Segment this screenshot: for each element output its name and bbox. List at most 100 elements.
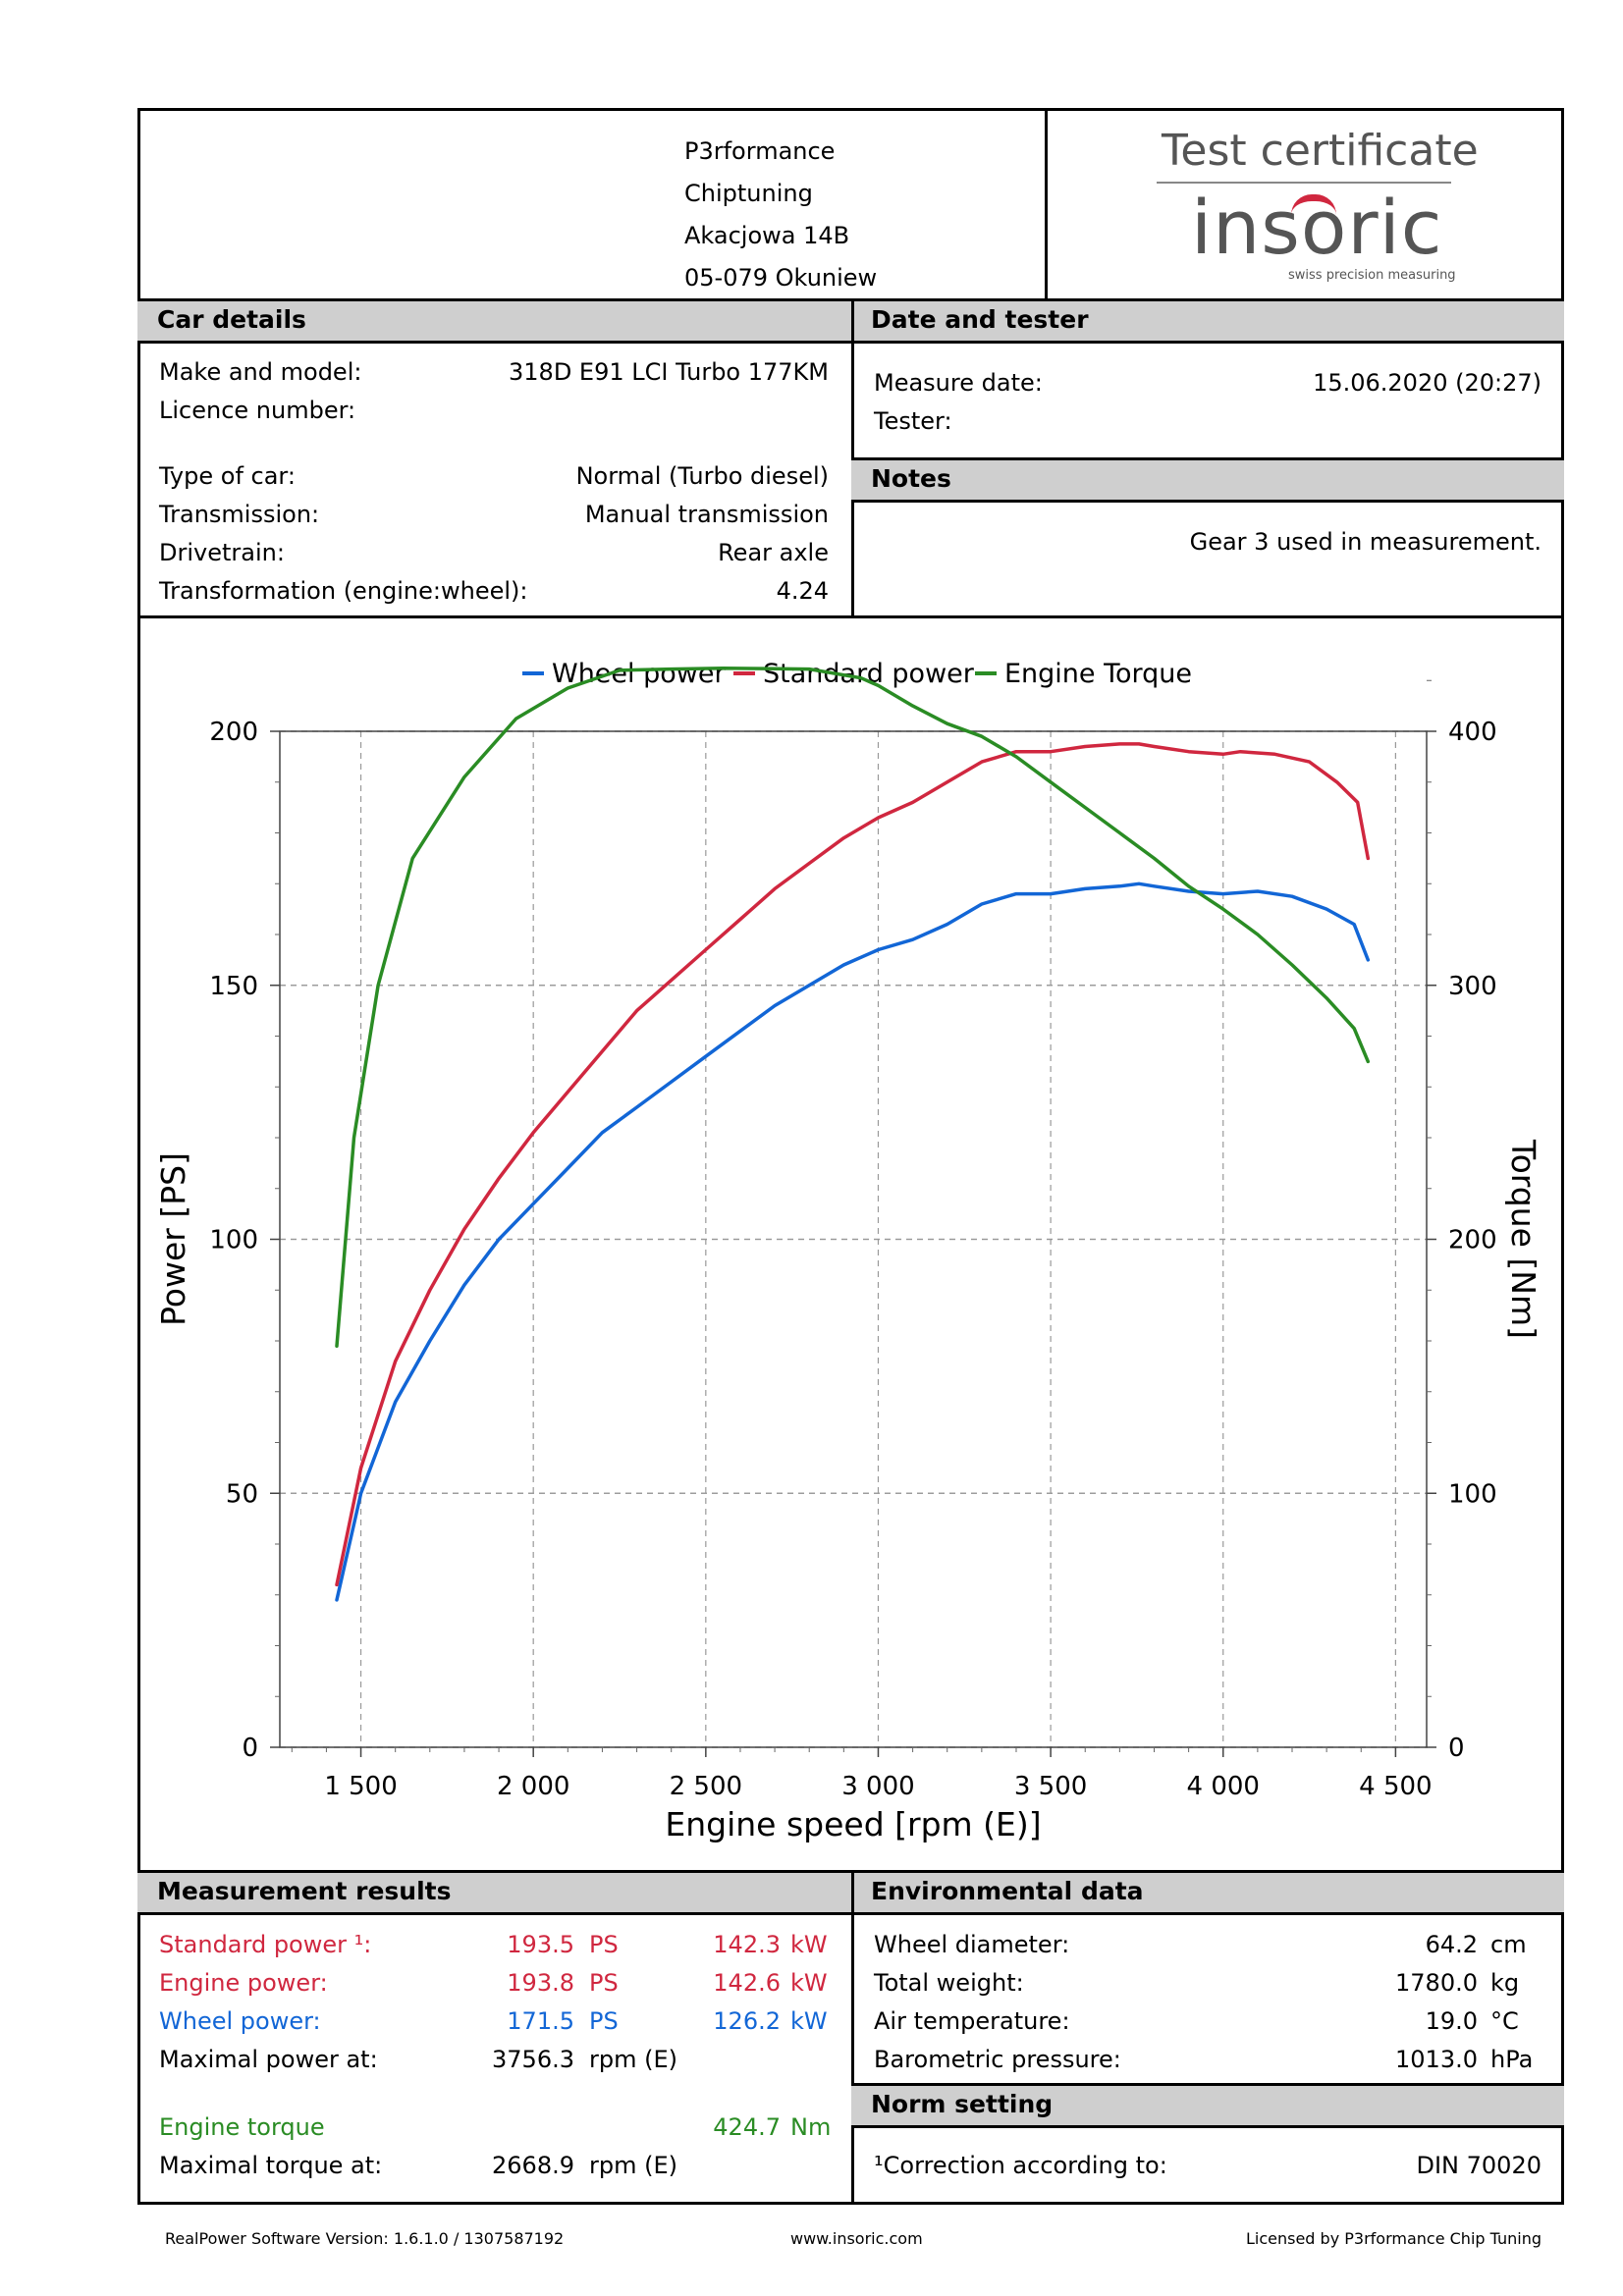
wheel-power-ps-unit: PS bbox=[589, 2007, 619, 2035]
y-tick-label: 150 bbox=[209, 972, 258, 1001]
standard-power-kw: 142.3 bbox=[713, 1931, 781, 1958]
car-detail-value-type: Normal (Turbo diesel) bbox=[575, 462, 829, 490]
series-line-engine-torque bbox=[335, 667, 1371, 1348]
env-value-air-temperature: 19.0 bbox=[1425, 2007, 1478, 2035]
env-unit-wheel-diameter: cm bbox=[1490, 1931, 1527, 1958]
footer-software: RealPower Software Version: 1.6.1.0 / 13… bbox=[165, 2229, 565, 2248]
insoric-logo: insoric bbox=[1191, 188, 1443, 267]
engine-torque-unit: Nm bbox=[790, 2113, 832, 2141]
env-unit-air-temperature: °C bbox=[1490, 2007, 1519, 2035]
car-details-header: Car details bbox=[137, 298, 854, 344]
company-name: P3rformance bbox=[684, 137, 836, 165]
date-tester-header: Date and tester bbox=[851, 298, 1564, 344]
series-line-wheel-power bbox=[335, 881, 1371, 1602]
chart-series bbox=[335, 667, 1371, 1602]
norm-header: Norm setting bbox=[851, 2083, 1564, 2128]
env-label-wheel-diameter: Wheel diameter: bbox=[874, 1931, 1070, 1958]
max-torque-rpm: 2668.9 bbox=[492, 2152, 574, 2179]
standard-power-ps: 193.5 bbox=[507, 1931, 574, 1958]
car-detail-value-drivetrain: Rear axle bbox=[718, 539, 829, 566]
y2-tick-label: 400 bbox=[1448, 718, 1497, 747]
footer-website[interactable]: www.insoric.com bbox=[790, 2229, 923, 2248]
car-detail-value-ratio: 4.24 bbox=[776, 577, 829, 605]
max-power-label: Maximal power at: bbox=[159, 2046, 378, 2073]
logo-accent-icon bbox=[1291, 194, 1336, 215]
x-tick-label: 2 000 bbox=[497, 1772, 569, 1801]
engine-torque-label: Engine torque bbox=[159, 2113, 325, 2141]
standard-power-label: Standard power ¹: bbox=[159, 1931, 372, 1958]
company-address: P3rformance Chiptuning Akacjowa 14B 05-0… bbox=[684, 131, 877, 299]
car-detail-label-licence: Licence number: bbox=[159, 397, 356, 424]
notes-text: Gear 3 used in measurement. bbox=[1189, 528, 1542, 556]
x-tick-label: 4 500 bbox=[1359, 1772, 1432, 1801]
max-torque-rpm-unit: rpm (E) bbox=[589, 2152, 677, 2179]
results-divider bbox=[851, 1870, 854, 2205]
y-tick-label: 200 bbox=[209, 718, 258, 747]
power-torque-chart: Wheel power Standard power Engine Torque 1… bbox=[154, 659, 1542, 1843]
tester-label: Tester: bbox=[874, 407, 952, 435]
y-tick-label: 100 bbox=[209, 1226, 258, 1255]
x-tick-label: 4 000 bbox=[1187, 1772, 1260, 1801]
legend-entry: Engine Torque bbox=[1004, 659, 1192, 689]
y2-tick-label: 200 bbox=[1448, 1226, 1497, 1255]
y-tick-label: 50 bbox=[226, 1479, 258, 1509]
engine-power-kw-unit: kW bbox=[790, 1969, 828, 1997]
env-label-air-temperature: Air temperature: bbox=[874, 2007, 1070, 2035]
measurement-header: Measurement results bbox=[137, 1870, 854, 1915]
header-divider bbox=[1045, 108, 1048, 299]
env-value-wheel-diameter: 64.2 bbox=[1425, 1931, 1478, 1958]
car-detail-label-make: Make and model: bbox=[159, 358, 362, 386]
measure-date-label: Measure date: bbox=[874, 369, 1043, 397]
car-detail-value-make: 318D E91 LCI Turbo 177KM bbox=[509, 358, 829, 386]
x-tick-label: 2 500 bbox=[670, 1772, 742, 1801]
series-line-standard-power bbox=[335, 742, 1371, 1587]
company-line2: Chiptuning bbox=[684, 180, 813, 207]
notes-header: Notes bbox=[851, 457, 1564, 503]
chart-axes: 1 500 2 000 2 500 3 000 3 500 4 000 4 500 0 50 10… bbox=[209, 679, 1497, 1801]
wheel-power-label: Wheel power: bbox=[159, 2007, 321, 2035]
car-detail-label-drivetrain: Drivetrain: bbox=[159, 539, 285, 566]
car-detail-label-transmission: Transmission: bbox=[159, 501, 320, 528]
certificate-title: Test certificate bbox=[1162, 126, 1479, 176]
y2-tick-label: 300 bbox=[1448, 972, 1497, 1001]
x-tick-label: 3 000 bbox=[841, 1772, 914, 1801]
x-axis-label: Engine speed [rpm (E)] bbox=[665, 1805, 1041, 1843]
max-power-rpm-unit: rpm (E) bbox=[589, 2046, 677, 2073]
measure-date-value: 15.06.2020 (20:27) bbox=[1313, 369, 1542, 397]
legend-entry: Standard power bbox=[763, 659, 975, 689]
wheel-power-kw: 126.2 bbox=[713, 2007, 781, 2035]
y2-tick-label: 100 bbox=[1448, 1479, 1497, 1509]
engine-power-label: Engine power: bbox=[159, 1969, 328, 1997]
engine-power-ps-unit: PS bbox=[589, 1969, 619, 1997]
env-label-total-weight: Total weight: bbox=[874, 1969, 1024, 1997]
engine-power-ps: 193.8 bbox=[507, 1969, 574, 1997]
footer-license: Licensed by P3rformance Chip Tuning bbox=[1245, 2229, 1542, 2248]
chart-legend: Wheel power Standard power Engine Torque bbox=[522, 659, 1192, 689]
environment-header: Environmental data bbox=[851, 1870, 1564, 1915]
standard-power-ps-unit: PS bbox=[589, 1931, 619, 1958]
certificate-frame bbox=[137, 108, 1564, 2205]
certificate-logo-block: Test certificate insoric swiss precision… bbox=[1046, 110, 1561, 298]
x-tick-label: 1 500 bbox=[324, 1772, 397, 1801]
y-tick-label: 0 bbox=[242, 1734, 258, 1763]
env-value-total-weight: 1780.0 bbox=[1395, 1969, 1478, 1997]
company-city: 05-079 Okuniew bbox=[684, 264, 878, 292]
engine-power-kw: 142.6 bbox=[713, 1969, 781, 1997]
car-detail-label-type: Type of car: bbox=[159, 462, 296, 490]
standard-power-kw-unit: kW bbox=[790, 1931, 828, 1958]
company-street: Akacjowa 14B bbox=[684, 222, 850, 249]
wheel-power-kw-unit: kW bbox=[790, 2007, 828, 2035]
norm-label: ¹Correction according to: bbox=[874, 2152, 1167, 2179]
engine-torque-value: 424.7 bbox=[713, 2113, 781, 2141]
y2-axis-label: Torque [Nm] bbox=[1504, 1139, 1542, 1339]
car-detail-value-transmission: Manual transmission bbox=[584, 501, 829, 528]
logo-tagline: swiss precision measuring bbox=[1288, 268, 1456, 283]
x-tick-label: 3 500 bbox=[1014, 1772, 1087, 1801]
car-detail-label-ratio: Transformation (engine:wheel): bbox=[159, 577, 528, 605]
max-power-rpm: 3756.3 bbox=[492, 2046, 574, 2073]
env-label-barometric-pressure: Barometric pressure: bbox=[874, 2046, 1121, 2073]
chart-top-rule bbox=[137, 615, 1564, 618]
chart-grid bbox=[280, 730, 1427, 1748]
max-torque-label: Maximal torque at: bbox=[159, 2152, 383, 2179]
env-value-barometric-pressure: 1013.0 bbox=[1395, 2046, 1478, 2073]
